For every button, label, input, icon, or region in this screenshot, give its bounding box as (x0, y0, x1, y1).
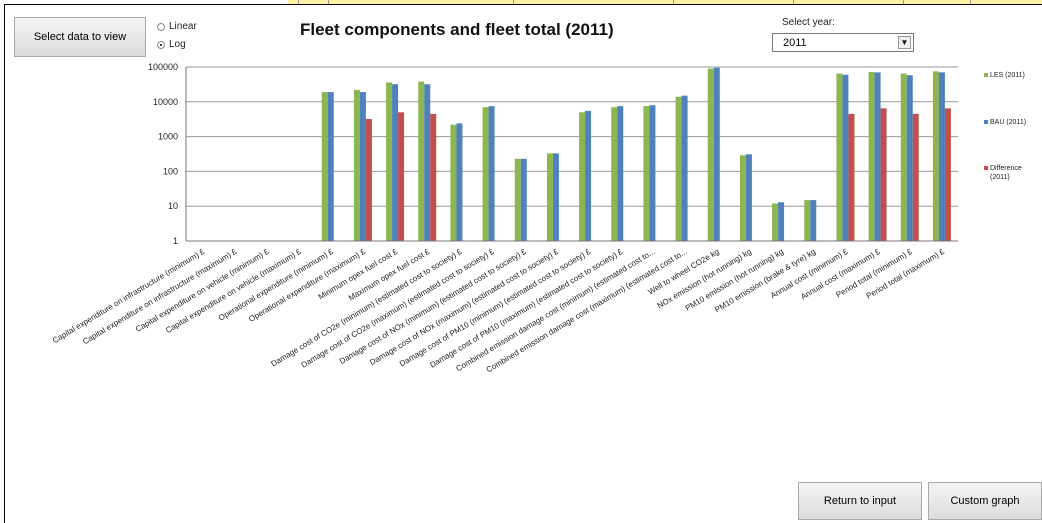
chevron-down-icon[interactable]: ▼ (898, 36, 911, 49)
select-data-button[interactable]: Select data to view (14, 17, 146, 57)
log-label: Log (169, 39, 186, 50)
scale-log-option[interactable]: Log (157, 39, 186, 50)
chart-frame (4, 4, 1042, 523)
chart-title: Fleet components and fleet total (2011) (300, 20, 614, 39)
log-radio[interactable] (157, 40, 165, 49)
return-to-input-button[interactable]: Return to input (798, 482, 922, 520)
linear-radio[interactable] (157, 22, 165, 31)
scale-linear-option[interactable]: Linear (157, 21, 197, 32)
custom-graph-button[interactable]: Custom graph (928, 482, 1042, 520)
select-year-label: Select year: (782, 17, 835, 28)
linear-label: Linear (169, 21, 197, 32)
year-dropdown[interactable]: 2011 ▼ (772, 33, 914, 52)
year-value: 2011 (783, 36, 807, 49)
